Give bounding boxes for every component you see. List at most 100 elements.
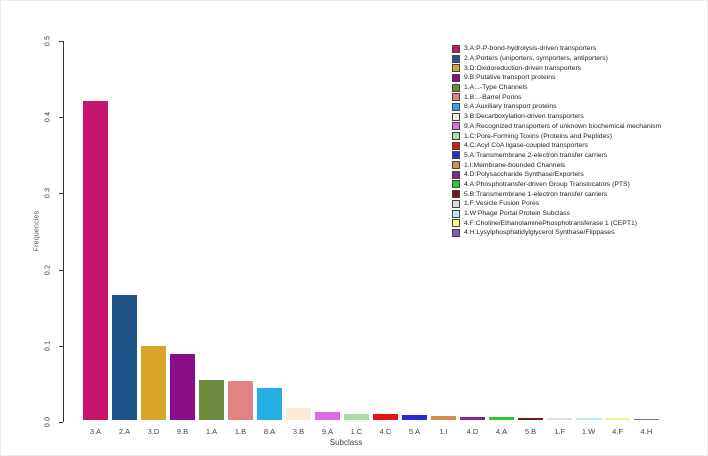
legend-label: 1.C:Pore-Forming Toxins (Proteins and Pe… (464, 132, 612, 140)
legend-color-swatch (452, 180, 460, 189)
legend-label: 9.B:Putative transport proteins (464, 74, 556, 82)
x-category-label-1.I: 1.I (439, 427, 448, 436)
legend-label: 2.A:Porters (uniporters, symporters, ant… (464, 55, 608, 63)
y-tick-mark (59, 422, 63, 423)
x-category-label-4.H: 4.H (640, 427, 653, 436)
legend-item: 4.H:Lysylphosphatidylglycerol Synthase/F… (452, 228, 707, 238)
legend-color-swatch (452, 93, 460, 102)
legend-color-swatch (452, 170, 460, 179)
bar-3.A (83, 101, 108, 420)
x-category-label-1.B: 1.B (234, 427, 247, 436)
bar-3.B (286, 407, 311, 420)
bar-1.C (344, 413, 369, 420)
x-category-label-9.A: 9.A (321, 427, 334, 436)
legend-color-swatch (452, 112, 460, 121)
bar-1.I (431, 416, 456, 420)
legend-label: 1.I:Membrane-bounded Channels (464, 161, 566, 169)
legend-label: 8.A:Auxiliary transport proteins (464, 103, 557, 111)
x-category-label-3.B: 3.B (292, 427, 305, 436)
legend-item: 1.B:..-Barrel Porins (452, 92, 707, 102)
legend-label: 1.F:Vesicle Fusion Pores (464, 200, 540, 208)
x-category-label-1.A: 1.A (205, 427, 218, 436)
legend-label: 4.A:Phosphotransfer-driven Group Translo… (464, 180, 630, 188)
bar-4.F (605, 418, 630, 420)
legend-item: 1.I:Membrane-bounded Channels (452, 160, 707, 170)
legend-color-swatch (452, 102, 460, 111)
bar-4.C (373, 413, 398, 420)
x-category-label-5.A: 5.A (408, 427, 421, 436)
x-category-label-3.A: 3.A (89, 427, 102, 436)
x-category-label-4.C: 4.C (379, 427, 392, 436)
legend-item: 4.A:Phosphotransfer-driven Group Translo… (452, 180, 707, 190)
legend-color-swatch (452, 219, 460, 228)
legend-color-swatch (452, 141, 460, 150)
legend-color-swatch (452, 199, 460, 208)
y-tick-mark (59, 41, 63, 42)
legend-color-swatch (452, 228, 460, 237)
legend-label: 9.A:Recognized transporters of unknown b… (464, 122, 662, 130)
x-category-label-4.F: 4.F (612, 427, 623, 436)
legend-label: 4.H:Lysylphosphatidylglycerol Synthase/F… (464, 229, 615, 237)
bar-1.F (547, 418, 572, 420)
legend-item: 1.F:Vesicle Fusion Pores (452, 199, 707, 209)
legend-item: 3.D:Oxidoreduction-driven transporters (452, 63, 707, 73)
legend-label: 3.A:P-P-bond-hydrolysis-driven transport… (464, 45, 597, 53)
y-tick-label: 0.4 (44, 112, 52, 123)
bar-2.A (112, 295, 137, 420)
legend-item: 4.C:Acyl CoA ligase-coupled transporters (452, 141, 707, 151)
x-category-label-4.D: 4.D (466, 427, 479, 436)
y-tick-mark (59, 269, 63, 271)
x-category-label-1.F: 1.F (554, 427, 565, 436)
bar-4.H (634, 419, 659, 420)
bar-4.A (489, 416, 514, 420)
x-category-label-9.B: 9.B (176, 427, 189, 436)
legend-label: 1.B:..-Barrel Porins (464, 93, 522, 101)
legend-color-swatch (452, 64, 460, 73)
legend-item: 9.B:Putative transport proteins (452, 73, 707, 83)
legend-item: 1.C:Pore-Forming Toxins (Proteins and Pe… (452, 131, 707, 141)
legend-color-swatch (452, 209, 460, 218)
legend-label: 5.A:Transmembrane 2-electron transfer ca… (464, 151, 608, 159)
y-tick-label: 0.5 (44, 35, 52, 47)
legend-item: 8.A:Auxiliary transport proteins (452, 102, 707, 112)
y-tick-label: 0.3 (44, 188, 52, 199)
legend-label: 3.D:Oxidoreduction-driven transporters (464, 64, 582, 72)
legend-color-swatch (452, 132, 460, 141)
x-category-label-8.A: 8.A (263, 427, 276, 436)
bar-5.B (518, 417, 543, 420)
legend-item: 1.A:..-Type Channels (452, 83, 707, 93)
x-category-label-1.C: 1.C (350, 427, 363, 436)
y-axis-title: Frequencies (33, 210, 41, 252)
legend-item: 4.F:Choline/EthanolaminePhosphotransfera… (452, 218, 707, 228)
legend-label: 4.F:Choline/EthanolaminePhosphotransfera… (464, 219, 638, 227)
legend-label: 4.D:Polysaccharide Synthase/Exporters (464, 171, 584, 179)
bar-9.B (170, 353, 195, 420)
bar-4.D (460, 416, 485, 420)
y-tick-mark (59, 117, 63, 119)
x-category-label-5.B: 5.B (524, 427, 537, 436)
legend-label: 5.B:Transmembrane 1-electron transfer ca… (464, 190, 608, 198)
legend-label: 4.C:Acyl CoA ligase-coupled transporters (464, 142, 588, 150)
legend-item: 1.W:Phage Portal Protein Subclass (452, 209, 707, 219)
x-axis-title: Subclass (329, 438, 363, 447)
bar-1.W (576, 418, 601, 420)
y-tick-label: 0.1 (44, 340, 52, 351)
bar-3.D (141, 346, 166, 420)
y-tick-label: 0.0 (44, 416, 52, 428)
legend-item: 3.B:Decarboxylation-driven transporters (452, 112, 707, 122)
legend-item: 4.D:Polysaccharide Synthase/Exporters (452, 170, 707, 180)
x-category-label-3.D: 3.D (147, 427, 160, 436)
bar-1.B (228, 381, 253, 420)
legend-item: 5.A:Transmembrane 2-electron transfer ca… (452, 151, 707, 161)
legend-label: 1.W:Phage Portal Protein Subclass (464, 210, 571, 218)
y-tick-label: 0.2 (44, 264, 52, 275)
legend-item: 2.A:Porters (uniporters, symporters, ant… (452, 54, 707, 64)
x-category-label-2.A: 2.A (118, 427, 131, 436)
y-tick-mark (59, 193, 63, 195)
legend-color-swatch (452, 190, 460, 199)
legend-color-swatch (452, 44, 460, 53)
legend-item: 3.A:P-P-bond-hydrolysis-driven transport… (452, 44, 707, 54)
y-axis-line (63, 41, 64, 422)
legend-color-swatch (452, 54, 460, 63)
